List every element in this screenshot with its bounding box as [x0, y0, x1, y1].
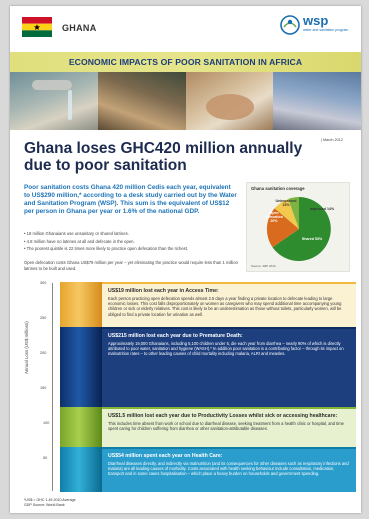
category-access-time: US$19 million lost each year in Access T… — [102, 282, 356, 327]
category-body: Diarrheal diseases directly, and indirec… — [108, 460, 349, 477]
bar-health-care — [60, 447, 102, 492]
category-body: Approximately 19,000 Ghanaians, includin… — [108, 340, 344, 357]
sanitation-coverage-chart: Ghana sanitation coverage Open defecatio… — [246, 182, 350, 272]
y-tick: 250 — [40, 316, 47, 320]
photo-strip — [10, 72, 361, 130]
y-tick: 300 — [40, 281, 47, 285]
category-premature-death: US$215 million lost each year due to Pre… — [102, 327, 356, 407]
list-item: The poorest quintile is 22 times more li… — [24, 245, 238, 253]
pie-slice-improved — [288, 197, 299, 229]
headline: Ghana loses GHC420 million annually due … — [24, 140, 303, 174]
coverage-pie — [266, 197, 331, 261]
photo-hands — [185, 72, 274, 130]
label-unimproved: Unimproved 13% — [275, 199, 297, 208]
label-open: Open defecation 20% — [265, 211, 283, 224]
photo-child — [97, 72, 186, 130]
pie-slice-unimproved — [274, 199, 299, 229]
category-productivity: US$1.5 million lost each year due to Pro… — [102, 407, 356, 447]
footnote: *US$ = GHC 1.45 2010 Average GDP Source:… — [24, 498, 76, 507]
logo-text: wsp — [303, 13, 329, 28]
category-heading: US$1.5 million lost each year due to Pro… — [108, 413, 338, 419]
pie-slice-shared — [272, 197, 331, 261]
photo-boy — [273, 72, 361, 130]
label-improved: Improved 14% — [309, 207, 335, 211]
annual-loss-chart: Annual Loss (US$ millions) 300 250 200 1… — [24, 274, 356, 494]
key-facts-list: 18 million Ghanaians use unsanitary or s… — [24, 230, 238, 253]
footnote-exchange-rate: *US$ = GHC 1.45 2010 Average — [24, 498, 76, 502]
title-banner: ECONOMIC IMPACTS OF POOR SANITATION IN A… — [10, 52, 361, 72]
category-health-care: US$54 million spent each year on Health … — [102, 447, 356, 492]
label-shared: Shared 53% — [301, 237, 323, 241]
y-tick: 150 — [40, 386, 47, 390]
y-tick: 200 — [40, 351, 47, 355]
wsp-logo: wsp water and sanitation program — [279, 13, 349, 43]
y-axis-label: Annual Loss (US$ millions) — [24, 321, 29, 374]
publication-date: | March 2012 — [320, 138, 343, 142]
open-defecation-note: Open defecation costs Ghana US$79 millio… — [24, 260, 238, 271]
bar-premature-death — [60, 327, 102, 407]
category-body: This includes time absent from work or s… — [108, 420, 344, 432]
footnote-gdp-source: GDP Source: World Bank — [24, 502, 65, 507]
category-heading: US$54 million spent each year on Health … — [108, 453, 223, 459]
list-item: 4.8 million have no latrines at all and … — [24, 238, 238, 246]
coverage-source: Source: JMP 2010 — [251, 264, 276, 268]
logo-subtitle: water and sanitation program — [303, 28, 349, 32]
category-heading: US$19 million lost each year in Access T… — [108, 288, 219, 294]
country-name: GHANA — [62, 23, 97, 33]
tap-shape — [32, 80, 72, 90]
wsp-logo-icon — [280, 15, 300, 35]
y-axis-line — [52, 283, 53, 491]
intro-paragraph: Poor sanitation costs Ghana 420 million … — [24, 184, 237, 215]
bar-productivity — [60, 407, 102, 447]
pie-slice-open — [266, 208, 299, 248]
list-item: 18 million Ghanaians use unsanitary or s… — [24, 230, 238, 238]
hands-shape — [205, 94, 254, 120]
banner-title: ECONOMIC IMPACTS OF POOR SANITATION IN A… — [68, 57, 303, 67]
bar-access-time — [60, 282, 102, 327]
photo-water-tap — [10, 72, 98, 130]
y-tick: 100 — [43, 421, 50, 425]
y-tick: 50 — [43, 456, 48, 460]
fact-sheet-page: GHANA wsp water and sanitation program E… — [10, 6, 361, 513]
water-stream — [68, 90, 72, 120]
coverage-title: Ghana sanitation coverage — [251, 186, 305, 191]
category-body: Each person practicing open defecation s… — [108, 295, 342, 317]
ghana-flag-icon — [22, 17, 52, 37]
header: GHANA wsp water and sanitation program — [10, 6, 361, 52]
category-heading: US$215 million lost each year due to Pre… — [108, 333, 243, 339]
